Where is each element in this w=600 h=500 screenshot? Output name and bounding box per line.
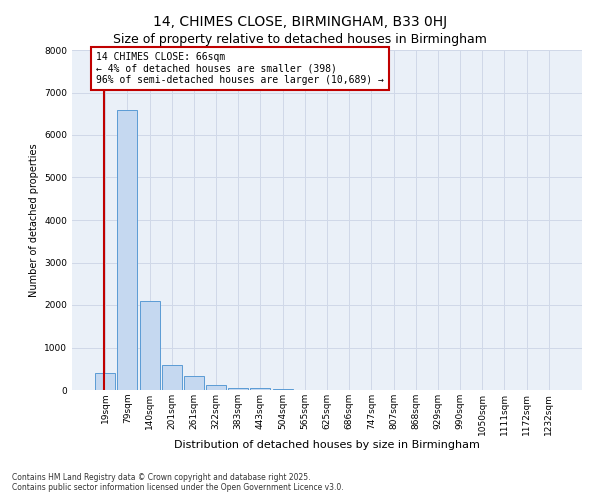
Bar bbox=[95, 373, 115, 390]
Bar bbox=[228, 388, 248, 390]
Bar bbox=[184, 376, 204, 390]
Y-axis label: Number of detached properties: Number of detached properties bbox=[29, 143, 38, 297]
Bar bbox=[118, 110, 137, 390]
Text: 14, CHIMES CLOSE, BIRMINGHAM, B33 0HJ: 14, CHIMES CLOSE, BIRMINGHAM, B33 0HJ bbox=[153, 15, 447, 29]
Bar bbox=[272, 389, 293, 390]
Text: Size of property relative to detached houses in Birmingham: Size of property relative to detached ho… bbox=[113, 32, 487, 46]
Bar bbox=[250, 388, 271, 390]
Bar bbox=[162, 364, 182, 390]
X-axis label: Distribution of detached houses by size in Birmingham: Distribution of detached houses by size … bbox=[174, 440, 480, 450]
Bar bbox=[206, 385, 226, 390]
Text: Contains HM Land Registry data © Crown copyright and database right 2025.
Contai: Contains HM Land Registry data © Crown c… bbox=[12, 473, 344, 492]
Bar bbox=[140, 300, 160, 390]
Text: 14 CHIMES CLOSE: 66sqm
← 4% of detached houses are smaller (398)
96% of semi-det: 14 CHIMES CLOSE: 66sqm ← 4% of detached … bbox=[96, 52, 384, 86]
